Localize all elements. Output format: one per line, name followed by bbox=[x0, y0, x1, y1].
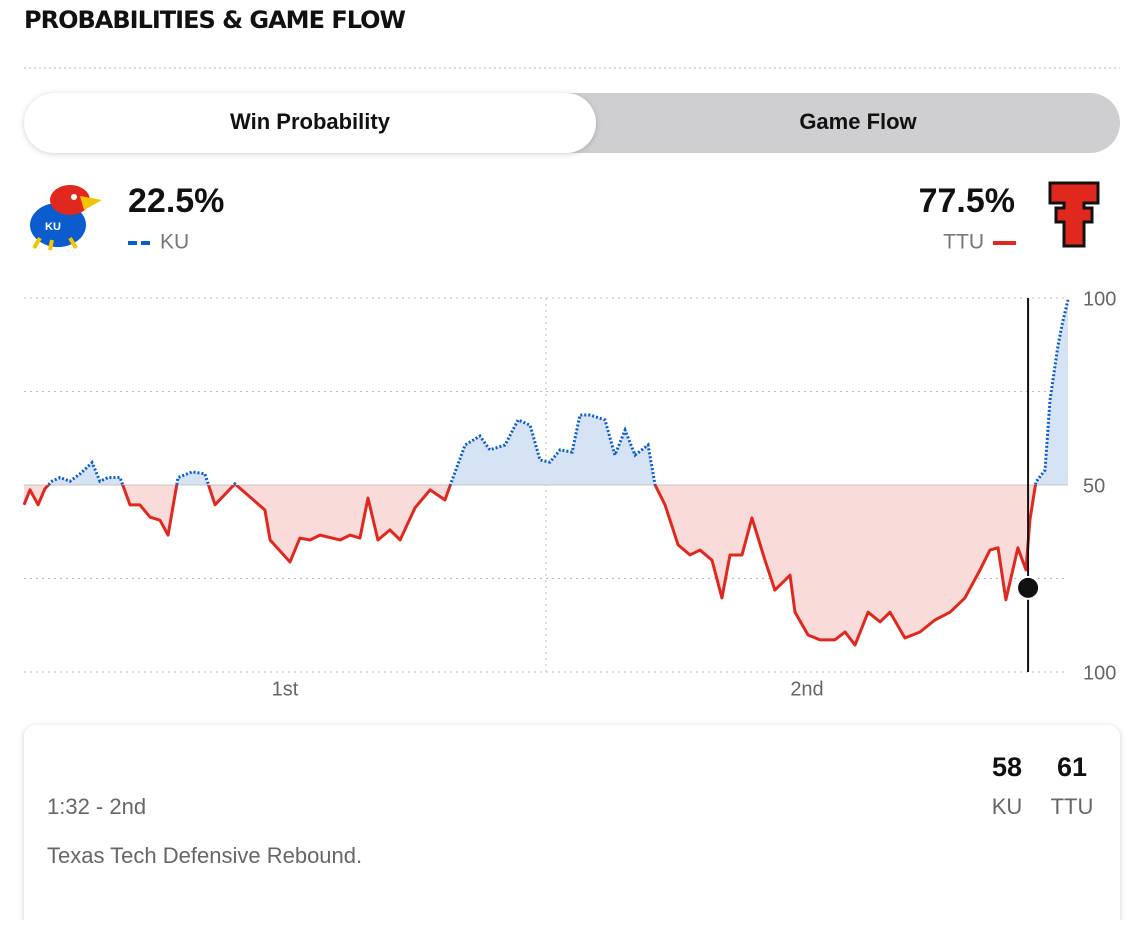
line-below bbox=[22, 485, 1037, 647]
svg-text:KU: KU bbox=[45, 221, 61, 233]
tab[interactable]: Game Flow bbox=[799, 109, 917, 134]
score: 58 bbox=[992, 752, 1022, 782]
x-tick-label: 1st bbox=[272, 678, 299, 700]
score-team: TTU bbox=[1051, 794, 1094, 819]
ku-logo: KU bbox=[30, 185, 102, 251]
score-team: KU bbox=[992, 794, 1023, 819]
current-point bbox=[1016, 575, 1041, 600]
plot: 100 50 100 1st 2nd bbox=[22, 288, 1116, 700]
team-pct: 77.5% bbox=[919, 182, 1015, 220]
team-pct: 22.5% bbox=[128, 182, 224, 220]
legend-label: TTU bbox=[943, 231, 984, 254]
play-time: 1:32 - 2nd bbox=[47, 794, 146, 819]
legend-label: KU bbox=[160, 231, 189, 254]
y-tick-label: 100 bbox=[1083, 288, 1116, 310]
line-above bbox=[46, 299, 1070, 485]
tab-active[interactable] bbox=[24, 93, 596, 153]
title: PROBABILITIES & GAME FLOW bbox=[24, 6, 406, 34]
x-tick-label: 2nd bbox=[790, 678, 823, 700]
play-card bbox=[24, 725, 1120, 925]
play-text: Texas Tech Defensive Rebound. bbox=[47, 843, 362, 868]
y-tick-label: 50 bbox=[1083, 475, 1105, 497]
ttu-logo bbox=[1048, 181, 1100, 248]
area-below bbox=[24, 485, 1068, 646]
score: 61 bbox=[1057, 752, 1087, 782]
y-tick-label: 100 bbox=[1083, 662, 1116, 684]
tab[interactable]: Win Probability bbox=[230, 109, 391, 134]
